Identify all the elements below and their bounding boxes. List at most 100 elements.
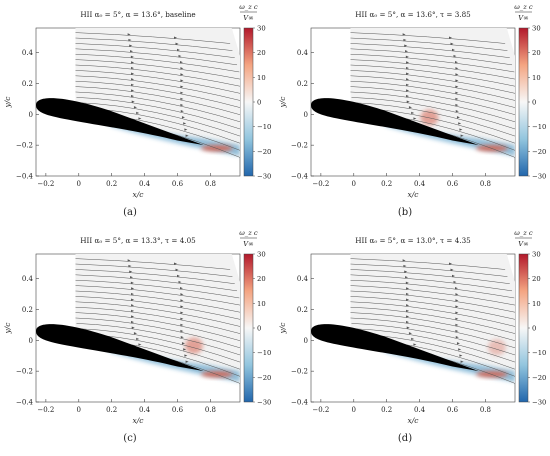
streamline-arrow — [455, 79, 459, 82]
streamline — [75, 263, 233, 277]
streamline-arrow — [402, 259, 406, 262]
streamline-arrow — [180, 97, 184, 101]
flow-plot: HII α₀ = 5°, α = 13.6°, τ = 3.85 −0.2 0 0.2… — [278, 3, 546, 218]
streamline — [75, 306, 240, 334]
streamline-arrow — [179, 61, 183, 64]
x-axis-label: x/c — [408, 416, 420, 425]
colorbar-tick-label: −10 — [257, 123, 271, 131]
streamline-arrow — [136, 111, 140, 115]
streamline — [350, 64, 515, 87]
streamline — [350, 43, 510, 58]
streamline — [75, 59, 240, 80]
panel-a: HII α₀ = 5°, α = 13.6°, baseline −0.2 0 0.2… — [0, 0, 275, 226]
streamline-arrow — [455, 311, 459, 314]
streamline-arrow — [413, 117, 417, 120]
x-tick-label: 0.8 — [205, 406, 216, 414]
streamline-arrow — [406, 83, 410, 87]
colorbar-tick-label: 30 — [257, 25, 266, 33]
x-tick-label: 0.4 — [139, 406, 151, 414]
streamline-arrow — [403, 38, 407, 42]
streamline — [75, 64, 240, 87]
x-tick-label: 0 — [77, 406, 81, 414]
streamline-arrow — [180, 73, 184, 76]
streamline — [350, 86, 515, 115]
colorbar-label-denominator: V∞ — [243, 14, 254, 22]
panel-b: HII α₀ = 5°, α = 13.6°, τ = 3.85 −0.2 0 0.2… — [275, 0, 550, 226]
streamline — [350, 306, 515, 334]
x-tick-label: 0.6 — [172, 180, 184, 188]
x-axis-label: x/c — [133, 416, 145, 425]
colorbar-tick-label: −30 — [532, 173, 546, 181]
colorbar-label-denominator: V∞ — [243, 240, 254, 248]
colorbar-tick-label: 0 — [532, 325, 536, 333]
colorbar-tick-label: 20 — [532, 49, 541, 57]
y-tick-label: 0 — [29, 111, 33, 119]
y-tick-label: −0.4 — [291, 399, 309, 407]
colorbar-tick-label: 10 — [257, 300, 266, 308]
streamline-arrow — [178, 280, 182, 284]
x-tick-label: 0 — [77, 180, 81, 188]
streamline-arrow — [131, 61, 135, 64]
colorbar-tick-label: −20 — [257, 374, 271, 382]
streamline-arrow — [455, 299, 459, 302]
streamline-arrow — [459, 128, 463, 131]
airfoil — [36, 98, 204, 146]
streamline-arrow — [455, 323, 459, 327]
streamline-arrow — [180, 317, 184, 321]
streamline — [350, 290, 515, 313]
colorbar-tick-label: 0 — [532, 99, 536, 107]
streamline — [75, 75, 240, 101]
streamline-arrow — [406, 315, 410, 318]
streamline-arrow — [455, 85, 459, 88]
streamline-arrow — [128, 38, 132, 42]
streamline-arrow — [138, 117, 142, 120]
streamline-arrow — [406, 100, 410, 103]
streamline-arrow — [131, 309, 135, 313]
x-tick-label: 0 — [352, 406, 356, 414]
streamline-arrow — [180, 311, 184, 314]
streamline — [350, 91, 515, 123]
y-tick-label: 0 — [29, 337, 33, 345]
airfoil — [311, 98, 479, 146]
streamline-arrow — [131, 94, 135, 98]
streamline — [350, 70, 515, 94]
colorbar — [518, 27, 529, 177]
streamline — [76, 97, 240, 130]
panel-c: HII α₀ = 5°, α = 13.3°, τ = 4.05 −0.2 0 0.2… — [0, 226, 275, 452]
streamline-arrow — [453, 280, 457, 284]
x-tick-label: 0.2 — [106, 180, 117, 188]
streamline — [75, 274, 238, 292]
streamline-arrow — [133, 332, 137, 335]
streamline-arrow — [183, 122, 187, 125]
streamline — [75, 290, 240, 313]
streamline-arrow — [458, 348, 462, 351]
streamline — [75, 317, 240, 349]
streamline — [350, 48, 513, 66]
streamline — [354, 328, 515, 363]
streamline-arrow — [404, 44, 408, 47]
streamline-arrow — [130, 50, 134, 53]
y-tick-label: 0 — [304, 337, 308, 345]
streamline — [350, 317, 515, 349]
colorbar-tick-label: 10 — [532, 74, 541, 82]
streamline-arrow — [180, 293, 184, 296]
x-tick-label: −0.2 — [37, 180, 54, 188]
y-tick-label: −0.2 — [291, 142, 308, 150]
streamline — [75, 91, 240, 123]
streamline-arrow — [406, 304, 410, 307]
streamline — [350, 285, 515, 306]
streamline — [350, 59, 515, 80]
streamline — [76, 323, 240, 356]
panel-title: HII α₀ = 5°, α = 13.3°, τ = 4.05 — [80, 236, 196, 245]
streamline-arrow — [455, 67, 459, 70]
streamline-arrow — [131, 304, 135, 307]
streamline-arrow — [184, 128, 188, 131]
streamline — [79, 328, 240, 363]
y-tick-label: 0.4 — [297, 275, 309, 283]
y-axis-label: y/c — [3, 322, 12, 335]
colorbar-tick-label: −20 — [532, 148, 546, 156]
streamline-arrow — [133, 106, 137, 109]
streamline-arrow — [178, 54, 182, 58]
streamline-arrow — [183, 348, 187, 351]
streamline-arrow — [403, 264, 407, 268]
